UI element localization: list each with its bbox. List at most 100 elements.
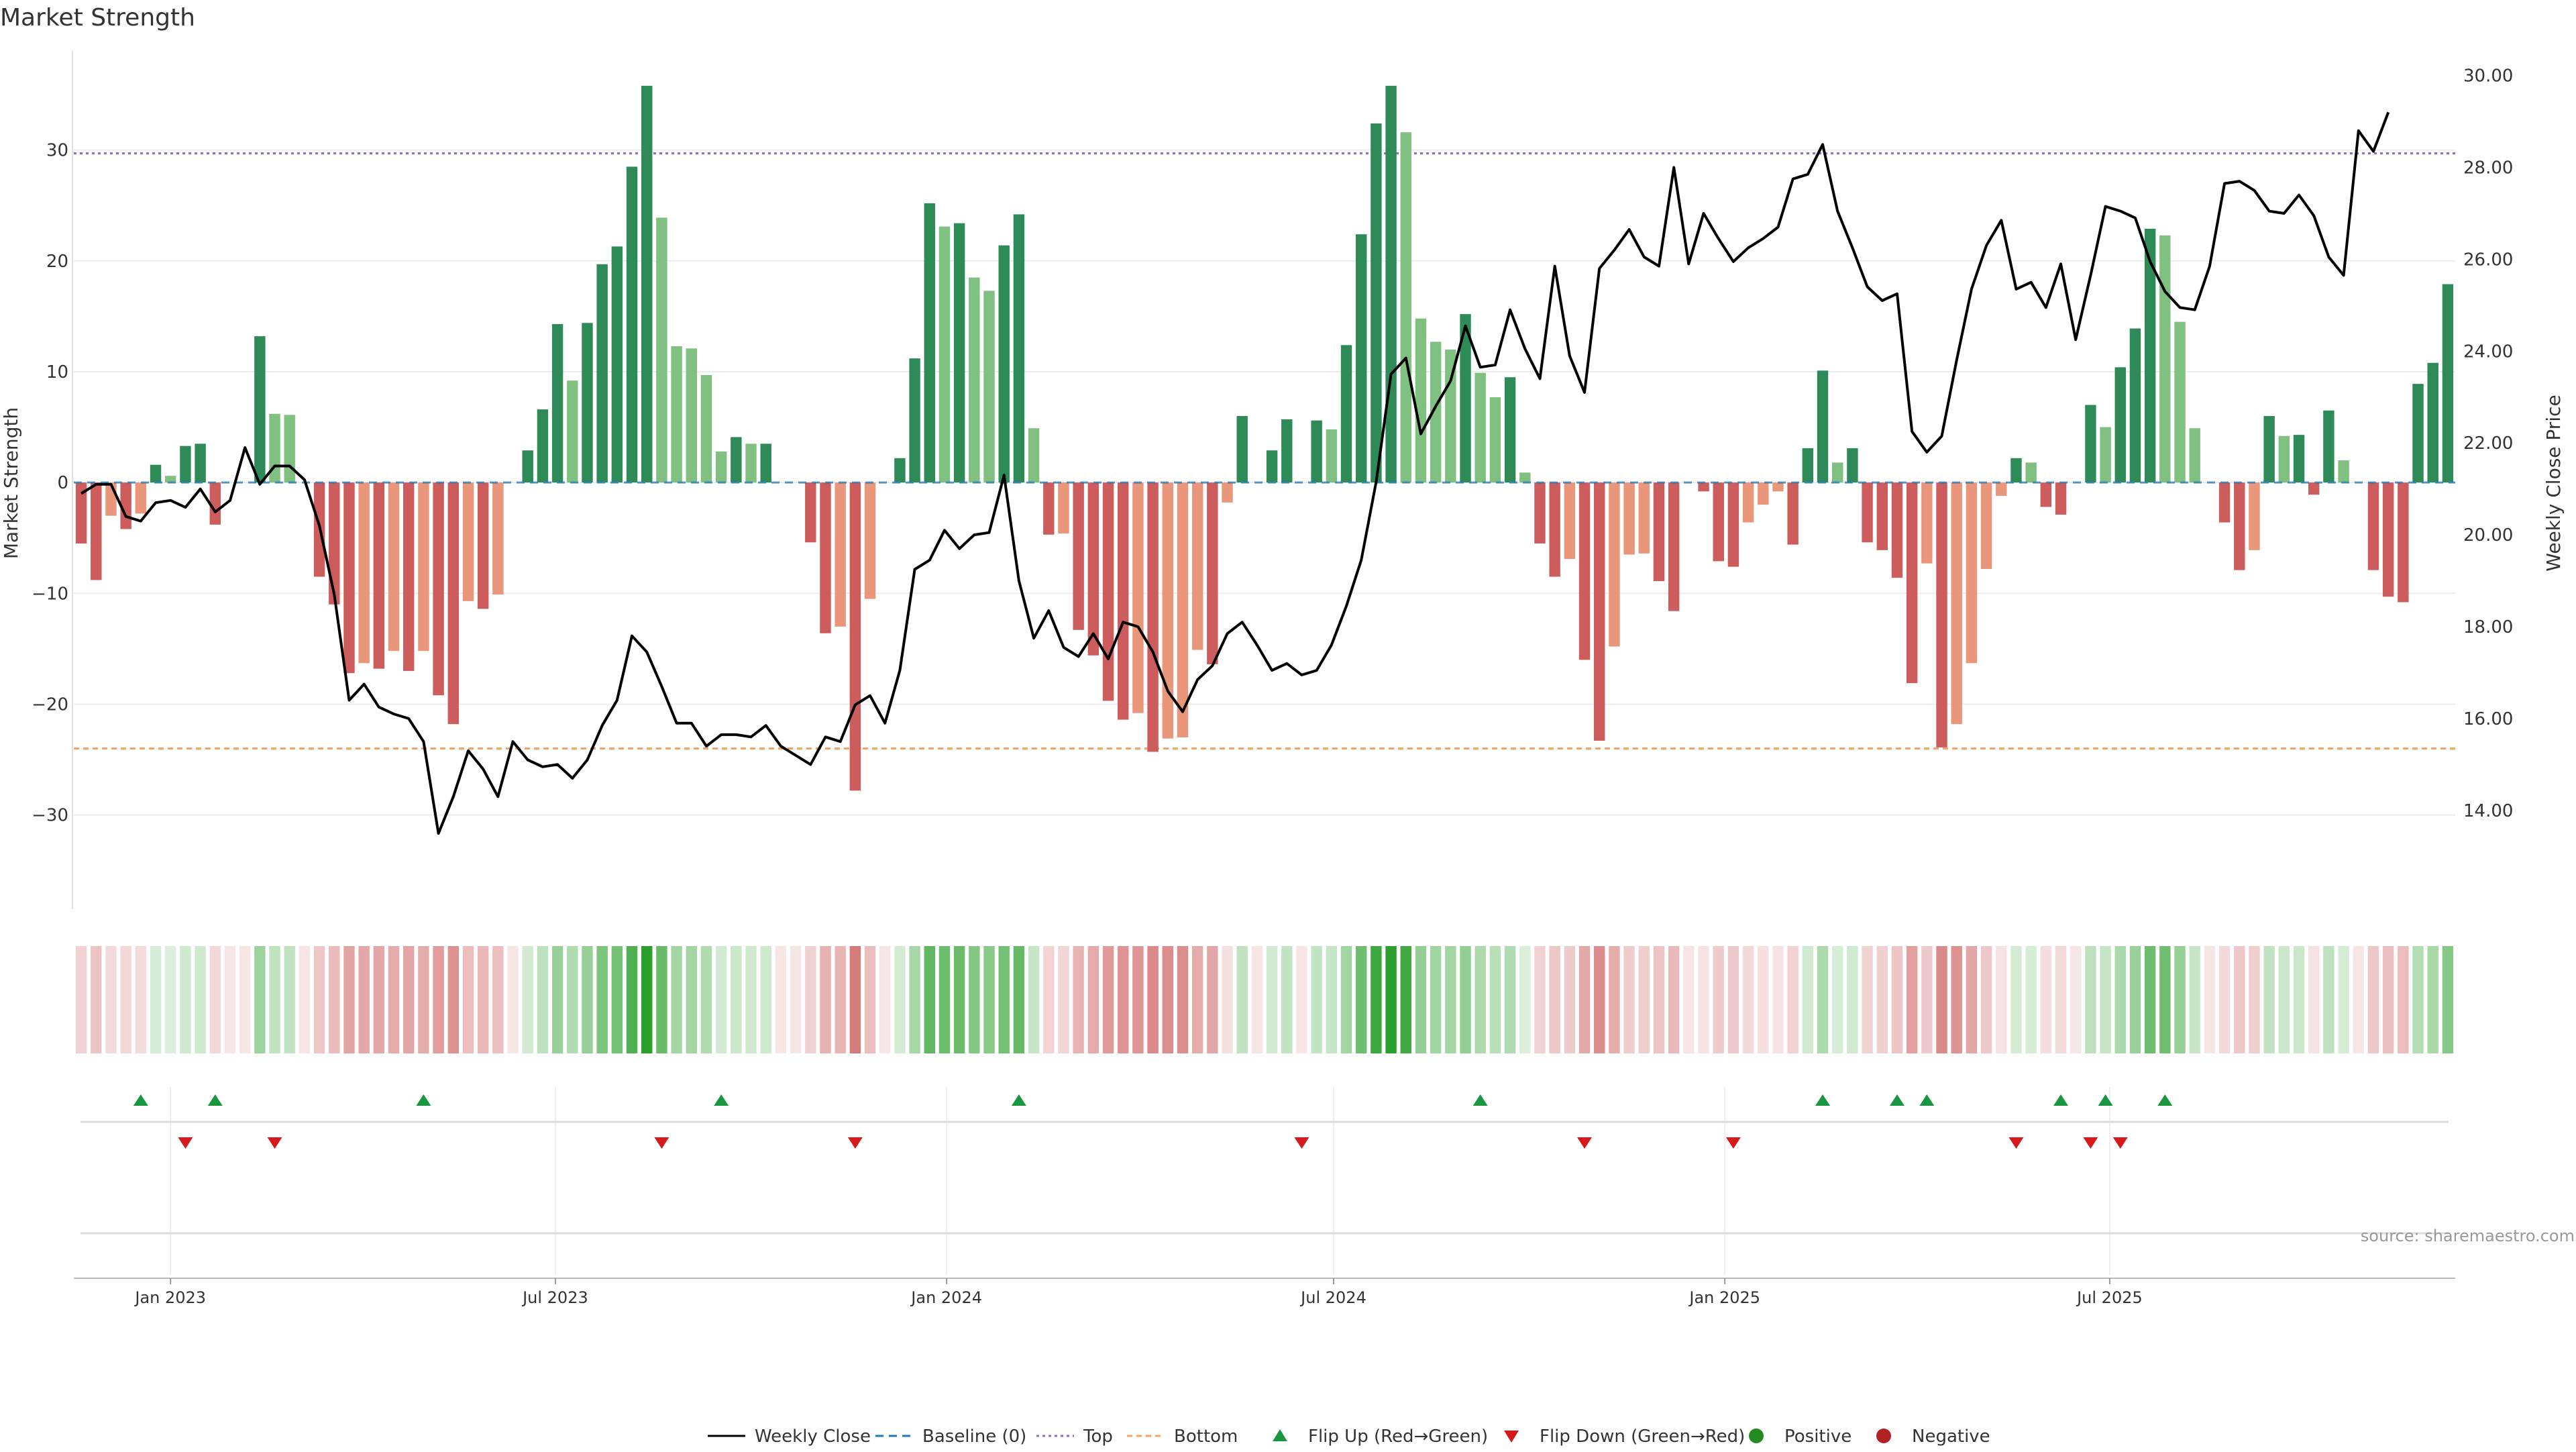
strength-bar xyxy=(2382,482,2394,597)
heat-strip xyxy=(75,946,2454,1053)
strength-bar xyxy=(1013,214,1025,483)
heat-cell xyxy=(299,946,311,1053)
heat-cell xyxy=(165,946,176,1053)
heat-cell xyxy=(2234,946,2245,1053)
heat-cell xyxy=(91,946,102,1053)
heat-cell xyxy=(1162,946,1173,1053)
y-tick-label: 0 xyxy=(57,473,68,493)
heat-cell xyxy=(313,946,325,1053)
strength-bar xyxy=(1876,482,1888,550)
strength-bar xyxy=(1668,482,1680,611)
strength-bar xyxy=(1415,318,1427,483)
heat-cell xyxy=(1623,946,1635,1053)
strength-bar xyxy=(2398,482,2409,603)
heat-cell xyxy=(1415,946,1427,1053)
heat-cell xyxy=(582,946,593,1053)
heat-cell xyxy=(1713,946,1724,1053)
y2-tick-label: 28.00 xyxy=(2463,158,2513,178)
heat-cell xyxy=(626,946,638,1053)
strength-bar xyxy=(1236,416,1248,483)
strength-bar xyxy=(1847,448,1858,483)
heat-cell xyxy=(1222,946,1233,1053)
strength-bar xyxy=(611,246,623,483)
strength-bar xyxy=(329,482,340,605)
strength-bar xyxy=(2293,435,2305,483)
heat-cell xyxy=(1787,946,1799,1053)
heat-cell xyxy=(731,946,742,1053)
strength-bar xyxy=(1817,370,1829,483)
y-tick-label: −30 xyxy=(32,806,68,826)
strength-bar xyxy=(2249,482,2260,550)
strength-bar xyxy=(1758,482,1769,505)
heat-cell xyxy=(2204,946,2216,1053)
flip-markers xyxy=(80,1087,2449,1275)
strength-bar xyxy=(1891,482,1903,578)
strength-bar xyxy=(1966,482,1978,664)
strength-bar xyxy=(343,482,355,674)
heat-cell xyxy=(254,946,266,1053)
heat-cell xyxy=(1519,946,1531,1053)
legend-label: Flip Down (Green→Red) xyxy=(1540,1427,1745,1447)
heat-cell xyxy=(1028,946,1040,1053)
strength-bar xyxy=(969,277,980,483)
heat-cell xyxy=(2442,946,2454,1053)
strength-bar xyxy=(1609,482,1620,647)
strength-bar xyxy=(2427,362,2438,483)
y-axis-label: Market Strength xyxy=(0,407,22,559)
heat-cell xyxy=(924,946,935,1053)
heat-cell xyxy=(329,946,340,1053)
strength-bar xyxy=(150,464,162,483)
heat-cell xyxy=(894,946,906,1053)
heat-cell xyxy=(1132,946,1144,1053)
heat-cell xyxy=(1102,946,1114,1053)
strength-bar xyxy=(820,482,831,633)
heat-cell xyxy=(373,946,385,1053)
strength-bar xyxy=(1713,482,1724,562)
heat-cell xyxy=(1862,946,1873,1053)
heat-cell xyxy=(2278,946,2290,1053)
strength-bar xyxy=(2278,435,2290,483)
strength-bar xyxy=(2129,328,2141,483)
y2-tick-label: 24.00 xyxy=(2463,342,2513,362)
strength-bar xyxy=(1311,420,1322,483)
flip-up-marker xyxy=(1919,1094,1935,1106)
heat-cell xyxy=(1936,946,1947,1053)
strength-bar xyxy=(1162,482,1173,739)
heat-cell xyxy=(447,946,459,1053)
strength-bar xyxy=(894,458,906,483)
heat-cell xyxy=(1996,946,2007,1053)
heat-cell xyxy=(611,946,623,1053)
x-tick-label: Jan 2025 xyxy=(1688,1288,1760,1307)
flip-down-marker xyxy=(1294,1137,1309,1149)
heat-cell xyxy=(1489,946,1501,1053)
flip-down-marker xyxy=(2112,1137,2128,1149)
strength-bar xyxy=(2308,482,2320,495)
heat-cell xyxy=(239,946,251,1053)
legend-label: Weekly Close xyxy=(755,1427,871,1447)
strength-bar xyxy=(1118,482,1129,720)
strength-bar xyxy=(492,482,504,594)
strength-bar xyxy=(75,482,87,543)
heat-cell xyxy=(1043,946,1055,1053)
heat-cell xyxy=(2263,946,2275,1053)
heat-cell xyxy=(1177,946,1189,1053)
strength-bar xyxy=(1594,482,1605,741)
strength-bar xyxy=(983,291,995,483)
strength-bar xyxy=(358,482,370,664)
heat-cell xyxy=(1876,946,1888,1053)
heat-cell xyxy=(224,946,236,1053)
heat-cell xyxy=(1758,946,1769,1053)
chart-title: Market Strength xyxy=(0,4,195,32)
heat-cell xyxy=(477,946,489,1053)
x-axis: Jan 2023 Jul 2023 Jan 2024 Jul 2024 Jan 2025… xyxy=(74,1278,2455,1307)
heat-cell xyxy=(1504,946,1516,1053)
strength-bar xyxy=(864,482,876,599)
heat-cell xyxy=(1832,946,1843,1053)
y2-tick-label: 30.00 xyxy=(2463,66,2513,87)
strength-bar xyxy=(209,482,221,525)
flip-down-marker xyxy=(267,1137,282,1149)
heat-cell xyxy=(835,946,846,1053)
heat-cell xyxy=(805,946,816,1053)
strength-bar xyxy=(1698,482,1709,492)
heat-cell xyxy=(403,946,415,1053)
